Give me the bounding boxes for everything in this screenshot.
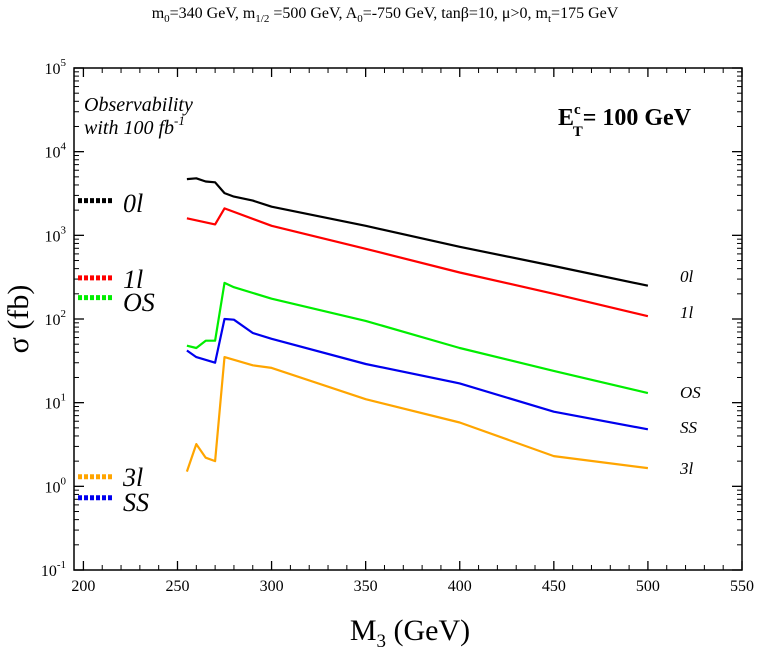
left-label-os: OS (123, 288, 155, 317)
x-tick-label: 200 (71, 578, 95, 595)
series-line-0l (186, 177, 649, 287)
right-label-ss: SS (680, 418, 698, 437)
series-line-os (186, 281, 649, 395)
threshold-markers (78, 198, 112, 501)
y-tick-label: 10-1 (41, 559, 66, 580)
series-line-3l (185, 356, 649, 472)
y-tick-label: 102 (45, 308, 67, 329)
left-label-ss: SS (123, 488, 149, 517)
series-lines (185, 177, 649, 472)
right-label-os: OS (680, 383, 701, 402)
y-tick-label: 104 (45, 141, 67, 162)
left-label-3l: 3l (122, 463, 143, 492)
y-tick-label: 103 (45, 224, 67, 245)
x-tick-label: 300 (260, 578, 284, 595)
x-tick-label: 450 (542, 578, 566, 595)
right-label-3l: 3l (679, 459, 694, 478)
x-axis-label: M3 (GeV) (350, 614, 470, 652)
right-label-1l: 1l (680, 303, 694, 322)
series-line-ss (186, 317, 649, 431)
x-tick-label: 350 (354, 578, 378, 595)
left-label-0l: 0l (123, 189, 143, 218)
plot-area (73, 67, 743, 571)
annotation-observability-line1: Observability (84, 94, 193, 116)
y-tick-label: 105 (45, 57, 67, 78)
axis-ticks: 200 250 300 350 400 450 500 550 10-1 100 101 102 103… (41, 57, 754, 595)
x-tick-label: 500 (636, 578, 660, 595)
series-line-1l (186, 207, 649, 318)
x-tick-label: 250 (165, 578, 189, 595)
x-tick-label: 400 (448, 578, 472, 595)
y-axis-label: σ (fb) (2, 285, 35, 354)
right-label-0l: 0l (680, 267, 694, 286)
x-tick-label: 550 (730, 578, 754, 595)
y-tick-label: 100 (45, 475, 67, 496)
chart-title: m0=340 GeV, m1/2 =500 GeV, A0=-750 GeV, … (152, 5, 619, 25)
y-tick-label: 101 (45, 392, 67, 413)
annotation-cut: Ec T= 100 GeV (558, 102, 692, 140)
annotation-observability-line2: with 100 fb-1 (84, 113, 185, 139)
left-label-1l: 1l (123, 265, 143, 294)
